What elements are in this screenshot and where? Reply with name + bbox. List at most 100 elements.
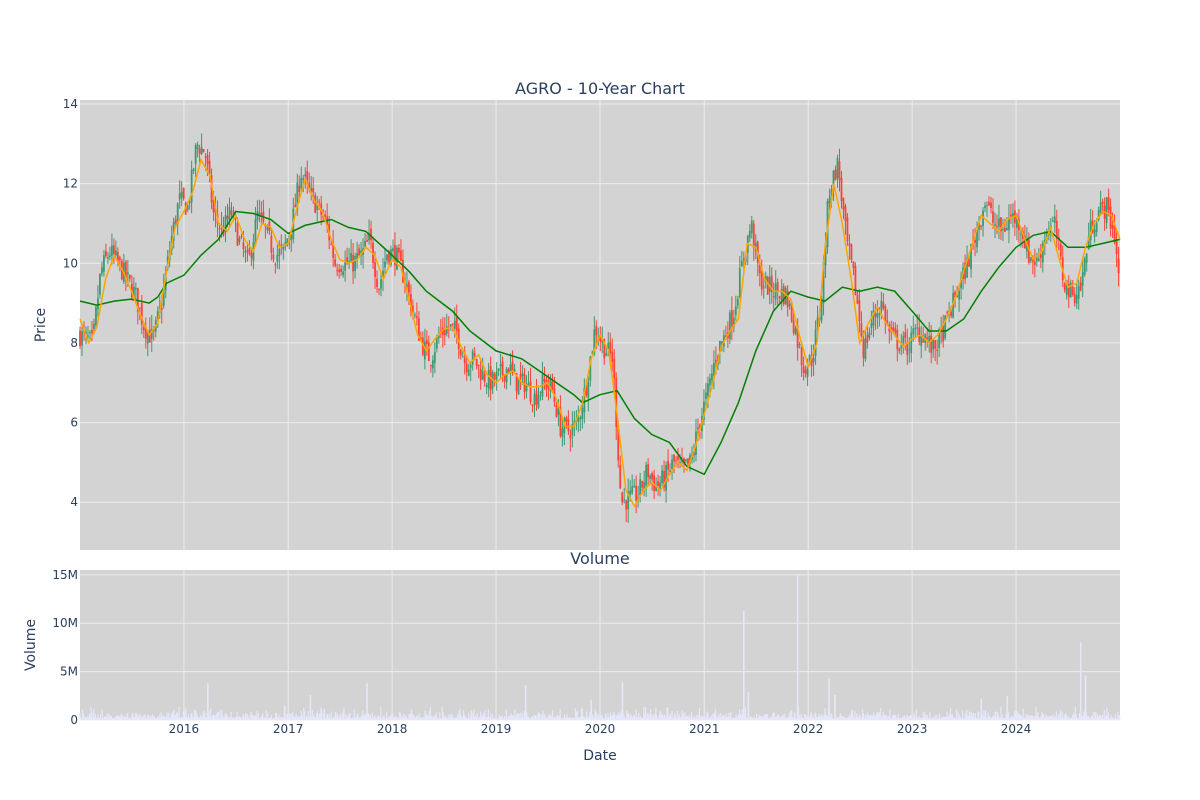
candle-body	[419, 337, 422, 339]
candle-body	[998, 218, 1000, 227]
volume-bar	[316, 713, 318, 720]
candle-body	[487, 370, 490, 389]
volume-bar	[382, 715, 384, 720]
volume-bar	[200, 717, 202, 720]
candle-body	[938, 328, 941, 348]
candle-body	[685, 459, 687, 462]
volume-bar	[113, 718, 115, 720]
volume-bar	[346, 715, 349, 720]
volume-bar	[961, 718, 963, 720]
candle-body	[651, 473, 654, 480]
volume-bar	[194, 711, 196, 720]
volume-bar	[345, 713, 347, 720]
candle-body	[124, 261, 127, 279]
candle-body	[318, 201, 321, 203]
volume-bar	[1091, 716, 1093, 720]
x-tick-label: 2020	[585, 722, 616, 736]
volume-bar	[101, 709, 103, 720]
volume-bar	[413, 715, 415, 720]
volume-bar	[681, 710, 683, 720]
volume-bar	[795, 718, 797, 720]
volume-bar	[699, 717, 701, 720]
volume-bar	[541, 714, 543, 720]
candle-body	[378, 289, 380, 291]
volume-bar	[233, 717, 235, 720]
volume-bar	[928, 718, 930, 720]
volume-bar	[988, 715, 990, 720]
volume-bar	[112, 718, 114, 720]
volume-bar	[673, 718, 675, 720]
volume-bar	[323, 708, 325, 720]
volume-bar	[940, 718, 942, 720]
volume-bar	[264, 718, 266, 720]
volume-bar	[552, 717, 554, 720]
volume-bar	[143, 714, 145, 720]
volume-bar	[116, 716, 118, 720]
volume-bar	[196, 714, 198, 720]
candle-body	[798, 344, 801, 346]
volume-bar	[761, 716, 763, 720]
candle-body	[838, 161, 841, 181]
volume-bar	[398, 711, 401, 720]
volume-bar	[533, 718, 535, 720]
candle-body	[609, 342, 612, 354]
volume-bar	[867, 715, 870, 720]
volume-bar	[164, 716, 167, 720]
volume-bar	[615, 715, 618, 720]
volume-bar	[414, 718, 416, 720]
volume-bar	[183, 711, 185, 720]
candle-body	[232, 211, 235, 213]
volume-bar	[225, 712, 227, 720]
volume-bar	[958, 714, 960, 720]
volume-bar	[663, 714, 665, 720]
volume-bar	[786, 717, 788, 720]
volume-bar	[706, 711, 708, 720]
candle-body	[800, 347, 803, 366]
candle-body	[886, 320, 889, 323]
volume-bar	[599, 716, 601, 720]
candle-body	[673, 454, 675, 462]
volume-bar	[82, 713, 85, 720]
candle-body	[790, 302, 793, 322]
volume-bar	[402, 715, 404, 720]
volume-bar	[996, 717, 998, 720]
x-tick-label: 2024	[1001, 722, 1032, 736]
volume-bar	[670, 717, 672, 720]
volume-bar	[685, 716, 687, 720]
candle-body	[298, 185, 301, 192]
volume-bar	[177, 716, 179, 720]
volume-bar	[971, 713, 973, 720]
volume-bar	[481, 716, 483, 720]
volume-bar	[320, 707, 322, 720]
candle-body	[1095, 223, 1098, 233]
volume-bar	[340, 717, 343, 720]
volume-bar	[970, 711, 972, 720]
candle-body	[619, 464, 622, 489]
volume-bar	[517, 713, 519, 720]
volume-bar	[802, 718, 804, 720]
volume-bar	[279, 717, 281, 720]
candle-body	[699, 424, 701, 429]
volume-bar	[948, 716, 950, 720]
volume-bar	[1011, 715, 1013, 720]
volume-bar	[571, 718, 573, 720]
candle-body	[720, 341, 723, 346]
volume-bar	[451, 714, 454, 720]
candle-body	[1115, 239, 1118, 254]
volume-bar	[142, 716, 144, 720]
volume-bar	[522, 718, 524, 720]
volume-bar	[428, 710, 431, 720]
volume-bar	[302, 716, 304, 720]
volume-bar	[607, 713, 609, 720]
volume-bar	[316, 711, 319, 720]
candle-body	[437, 334, 440, 339]
volume-bar	[427, 715, 430, 720]
volume-bar	[733, 718, 736, 720]
volume-bar	[328, 717, 330, 720]
volume-bar	[1107, 715, 1109, 720]
volume-bar	[645, 717, 648, 720]
volume-spike-bar	[1079, 642, 1082, 720]
price-candles	[79, 133, 1120, 523]
volume-bar	[490, 713, 492, 720]
candle-body	[1014, 210, 1016, 224]
